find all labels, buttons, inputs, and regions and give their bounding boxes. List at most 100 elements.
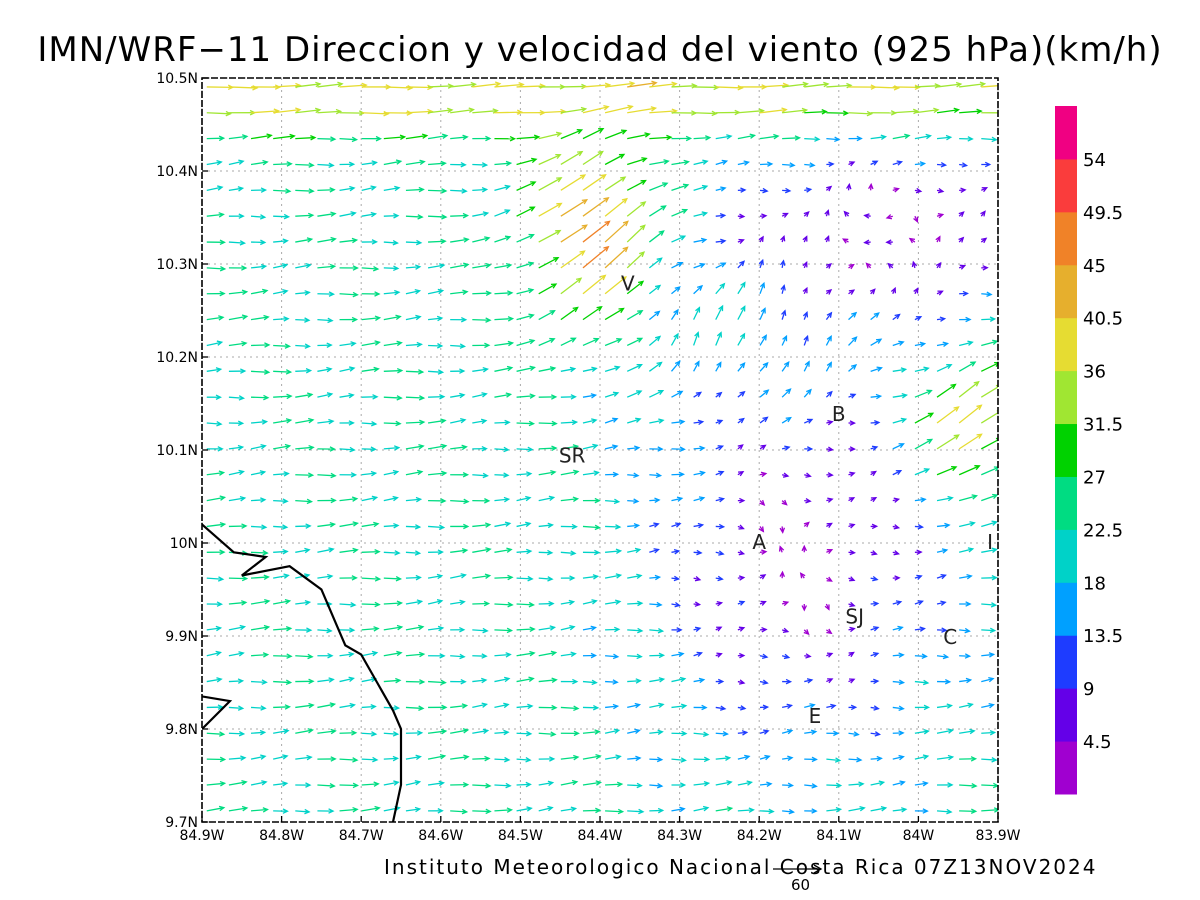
wind-vector bbox=[250, 807, 269, 813]
wind-vector bbox=[405, 780, 422, 786]
wind-vector bbox=[604, 417, 619, 424]
wind-vector bbox=[936, 316, 947, 322]
wind-vector bbox=[405, 524, 422, 530]
wind-vector bbox=[273, 548, 289, 555]
wind-vector bbox=[361, 470, 378, 477]
wind-vector bbox=[981, 520, 998, 528]
wind-vector bbox=[737, 213, 746, 220]
wind-vector bbox=[737, 238, 745, 244]
wind-vector bbox=[538, 780, 555, 787]
wind-vector bbox=[317, 392, 334, 398]
wind-vector bbox=[361, 495, 379, 502]
wind-vector bbox=[649, 677, 666, 683]
wind-vector bbox=[892, 550, 900, 556]
wind-vector bbox=[959, 187, 967, 193]
wind-vector bbox=[295, 212, 315, 219]
wind-vector bbox=[273, 653, 293, 659]
wind-vector bbox=[604, 220, 629, 243]
wind-vector bbox=[959, 162, 969, 168]
wind-vector bbox=[405, 550, 422, 556]
wind-vector bbox=[804, 808, 818, 814]
wind-vector bbox=[648, 310, 661, 321]
wind-vector bbox=[804, 756, 818, 763]
wind-vector bbox=[605, 679, 619, 685]
wind-vector bbox=[937, 782, 954, 788]
x-tick-label: 84.5W bbox=[498, 828, 543, 844]
wind-vector bbox=[848, 446, 856, 452]
wind-vector bbox=[693, 159, 709, 166]
wind-vector bbox=[803, 521, 810, 528]
wind-vector bbox=[251, 679, 268, 685]
wind-vector bbox=[295, 262, 312, 269]
wind-vector bbox=[848, 651, 855, 658]
x-tick-label: 84.2W bbox=[737, 828, 782, 844]
wind-vector bbox=[273, 524, 289, 530]
wind-vector bbox=[715, 262, 727, 269]
wind-vector bbox=[649, 205, 667, 217]
wind-vector bbox=[273, 443, 292, 450]
wind-vector bbox=[936, 81, 963, 88]
wind-vector bbox=[914, 412, 935, 424]
wind-vector bbox=[206, 495, 227, 502]
wind-vector bbox=[250, 598, 271, 605]
wind-vector bbox=[959, 521, 976, 528]
wind-vector bbox=[450, 573, 467, 579]
wind-vector bbox=[781, 416, 792, 424]
wind-vector bbox=[582, 337, 600, 347]
wind-vector bbox=[737, 417, 745, 424]
wind-vector bbox=[251, 239, 267, 246]
wind-vector bbox=[472, 445, 488, 452]
wind-vector bbox=[295, 368, 313, 374]
colorbar-swatch bbox=[1055, 529, 1077, 583]
wind-vector bbox=[516, 206, 536, 217]
wind-vector bbox=[295, 782, 312, 788]
wind-vector bbox=[936, 290, 944, 296]
wind-vector bbox=[228, 678, 245, 684]
wind-vector bbox=[228, 420, 245, 426]
wind-vector bbox=[627, 106, 658, 114]
wind-vector bbox=[604, 129, 628, 140]
wind-vector bbox=[937, 678, 952, 685]
y-tick-label: 10N bbox=[170, 536, 198, 552]
wind-vector bbox=[317, 263, 337, 270]
wind-vector bbox=[627, 600, 644, 607]
colorbar-label: 9 bbox=[1083, 679, 1094, 700]
wind-vector bbox=[273, 728, 290, 735]
wind-vector bbox=[560, 496, 580, 502]
wind-vector bbox=[450, 368, 466, 374]
wind-vector bbox=[649, 446, 664, 452]
wind-vector bbox=[538, 522, 554, 529]
wind-vector bbox=[250, 263, 268, 270]
wind-vector bbox=[428, 524, 446, 530]
wind-vector bbox=[582, 306, 603, 321]
wind-vector bbox=[892, 730, 905, 736]
wind-vector bbox=[361, 756, 379, 763]
wind-vector bbox=[914, 161, 927, 167]
wind-vector bbox=[250, 369, 271, 375]
wind-vector bbox=[361, 521, 380, 528]
wind-vector bbox=[450, 781, 470, 788]
wind-vector bbox=[626, 390, 643, 398]
wind-vector bbox=[671, 627, 683, 633]
colorbar-label: 31.5 bbox=[1083, 415, 1123, 436]
wind-vector bbox=[273, 781, 289, 787]
wind-vector bbox=[206, 239, 226, 246]
wind-vector bbox=[671, 235, 687, 243]
wind-vector bbox=[339, 161, 356, 168]
wind-vector bbox=[206, 421, 223, 427]
wind-vector bbox=[826, 497, 834, 503]
wind-vector bbox=[383, 265, 400, 272]
wind-vector bbox=[273, 598, 292, 605]
y-tick-label: 10.5N bbox=[156, 71, 198, 87]
colorbar-swatch bbox=[1055, 370, 1077, 425]
coastline-segment bbox=[202, 695, 233, 730]
wind-vector bbox=[914, 754, 930, 760]
wind-vector bbox=[648, 257, 663, 269]
wind-vector bbox=[914, 133, 932, 140]
wind-vector bbox=[715, 391, 723, 398]
wind-vector bbox=[494, 547, 513, 553]
wind-vector bbox=[538, 310, 556, 321]
wind-vector bbox=[494, 676, 511, 683]
y-tick-label: 9.8N bbox=[165, 722, 198, 738]
wind-vector bbox=[250, 159, 269, 166]
